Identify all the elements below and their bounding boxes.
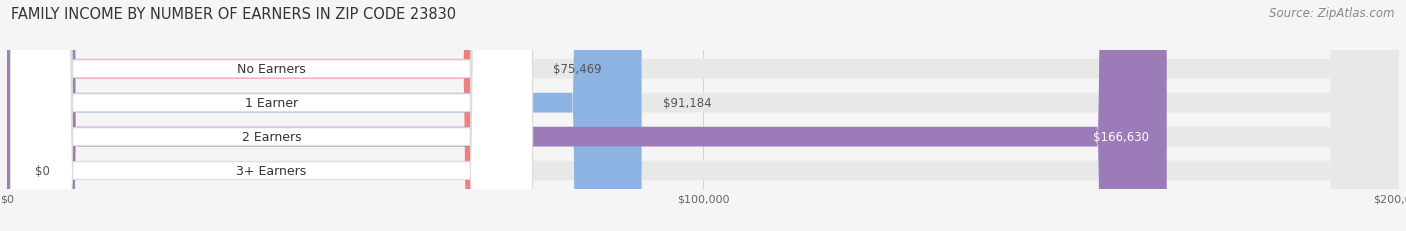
FancyBboxPatch shape xyxy=(10,0,533,231)
Text: $0: $0 xyxy=(35,164,49,177)
FancyBboxPatch shape xyxy=(7,0,1167,231)
Text: $166,630: $166,630 xyxy=(1094,131,1149,143)
Text: Source: ZipAtlas.com: Source: ZipAtlas.com xyxy=(1270,7,1395,20)
Text: 3+ Earners: 3+ Earners xyxy=(236,164,307,177)
FancyBboxPatch shape xyxy=(7,0,1399,231)
FancyBboxPatch shape xyxy=(10,0,533,231)
FancyBboxPatch shape xyxy=(7,0,641,231)
FancyBboxPatch shape xyxy=(10,0,533,231)
FancyBboxPatch shape xyxy=(7,0,1399,231)
Text: 2 Earners: 2 Earners xyxy=(242,131,301,143)
FancyBboxPatch shape xyxy=(7,0,1399,231)
FancyBboxPatch shape xyxy=(10,0,533,231)
FancyBboxPatch shape xyxy=(7,0,533,231)
Text: 1 Earner: 1 Earner xyxy=(245,97,298,110)
Text: FAMILY INCOME BY NUMBER OF EARNERS IN ZIP CODE 23830: FAMILY INCOME BY NUMBER OF EARNERS IN ZI… xyxy=(11,7,457,22)
Text: No Earners: No Earners xyxy=(238,63,307,76)
Text: $75,469: $75,469 xyxy=(553,63,602,76)
FancyBboxPatch shape xyxy=(7,0,1399,231)
Text: $91,184: $91,184 xyxy=(662,97,711,110)
